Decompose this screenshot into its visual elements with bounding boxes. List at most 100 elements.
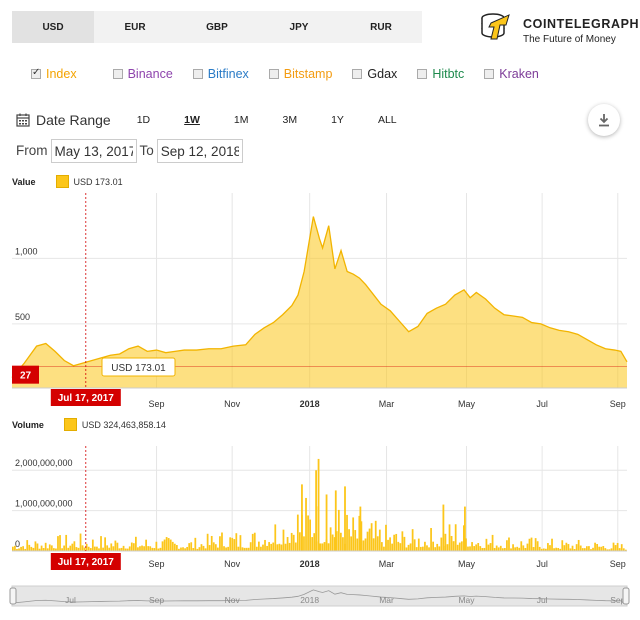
volume-bar	[438, 546, 441, 551]
volume-bar	[128, 546, 131, 551]
exchange-binance[interactable]: Binance	[112, 66, 173, 82]
range-button-1w[interactable]: 1W	[184, 114, 200, 126]
volume-bar	[247, 547, 250, 551]
volume-bar	[26, 540, 29, 551]
kraken-checkbox[interactable]	[484, 69, 495, 79]
logo-tagline: The Future of Money	[523, 34, 616, 45]
value-x-tick-label: 2018	[300, 399, 320, 409]
volume-bar	[299, 532, 301, 551]
bitstamp-checkbox[interactable]	[268, 69, 279, 79]
volume-x-tick-label: 2018	[300, 559, 320, 569]
volume-bar	[198, 547, 201, 551]
volume-bar	[81, 545, 84, 551]
volume-y-tick-label: 0	[15, 539, 20, 549]
volume-legend-value: 324,463,858.14	[103, 419, 166, 430]
volume-bar	[624, 549, 627, 551]
volume-bar	[581, 548, 584, 551]
volume-bar	[573, 549, 576, 551]
volume-bar	[518, 547, 521, 551]
index-checkbox[interactable]	[31, 67, 41, 79]
download-button[interactable]	[588, 104, 620, 136]
volume-bar	[173, 543, 176, 551]
volume-bar	[16, 548, 18, 551]
volume-bar	[278, 543, 281, 551]
volume-bar	[239, 535, 242, 551]
volume-bar	[79, 533, 82, 551]
cointelegraph-logo[interactable]: COINTELEGRAPH The Future of Money	[478, 9, 639, 49]
value-x-tick-label: Mar	[379, 399, 395, 409]
volume-bar	[432, 541, 434, 551]
range-button-all[interactable]: ALL	[377, 114, 397, 126]
from-date-input[interactable]	[50, 138, 137, 163]
range-button-1d[interactable]: 1D	[136, 114, 151, 126]
volume-bar	[397, 541, 400, 551]
volume-bar	[534, 538, 537, 551]
volume-bar	[389, 537, 391, 551]
currency-tab-jpy[interactable]: JPY	[289, 21, 309, 33]
bitfinex-checkbox[interactable]	[192, 69, 203, 79]
exchange-gdax[interactable]: Gdax	[352, 66, 397, 82]
volume-bar	[348, 529, 350, 551]
exchange-bitfinex[interactable]: Bitfinex	[192, 66, 249, 82]
range-button-1y[interactable]: 1Y	[331, 114, 344, 126]
navigator-tick-label: Sep	[610, 595, 625, 605]
range-button-3m[interactable]: 3M	[282, 114, 298, 126]
currency-tab-gbp[interactable]: GBP	[206, 21, 228, 33]
volume-bar	[264, 539, 266, 551]
exchange-bitstamp[interactable]: Bitstamp	[268, 66, 332, 82]
volume-bar	[481, 547, 484, 551]
volume-bar	[202, 545, 205, 551]
currency-tab-usd[interactable]: USD	[12, 11, 94, 43]
currency-tab-eur[interactable]: EUR	[124, 21, 146, 33]
value-x-tick-label: May	[458, 399, 476, 409]
volume-bar	[493, 547, 496, 551]
volume-bar	[618, 548, 621, 551]
volume-bar	[208, 545, 211, 551]
exchange-label: Binance	[127, 67, 173, 81]
gdax-checkbox[interactable]	[352, 69, 363, 79]
volume-bar	[407, 544, 410, 551]
navigator-left-handle[interactable]	[9, 587, 17, 605]
currency-tab-rur[interactable]: RUR	[370, 21, 392, 33]
volume-bar	[575, 544, 578, 551]
volume-bar	[520, 541, 523, 551]
volume-bar	[30, 546, 33, 551]
volume-bar	[20, 546, 22, 551]
volume-bar	[542, 548, 545, 551]
volume-bar	[319, 543, 322, 551]
to-date-input[interactable]	[156, 138, 243, 163]
volume-bar	[67, 547, 70, 551]
volume-spike-bar	[334, 490, 337, 551]
volume-bar	[280, 544, 283, 551]
volume-bar	[401, 531, 404, 551]
volume-y-tick-label: 2,000,000,000	[15, 458, 73, 468]
volume-bar	[249, 542, 252, 551]
volume-bar	[223, 546, 225, 551]
volume-bar	[200, 544, 203, 551]
volume-bar	[487, 544, 490, 551]
hitbtc-checkbox[interactable]	[417, 69, 428, 79]
volume-spike-bar	[464, 506, 466, 551]
volume-bar	[59, 535, 61, 551]
navigator-right-handle[interactable]	[622, 587, 630, 605]
volume-bar	[12, 546, 14, 551]
volume-bar	[333, 537, 336, 551]
volume-bar	[89, 548, 92, 551]
volume-bar	[321, 543, 324, 551]
volume-bar	[149, 546, 152, 551]
range-button-1m[interactable]: 1M	[233, 114, 249, 126]
volume-bar	[83, 547, 86, 551]
exchange-index[interactable]: Index	[31, 66, 77, 82]
volume-bar	[467, 546, 469, 551]
binance-checkbox[interactable]	[112, 69, 123, 79]
volume-bar	[596, 543, 598, 551]
exchange-hitbtc[interactable]: Hitbtc	[417, 66, 464, 82]
volume-bar	[602, 546, 605, 551]
volume-bar	[337, 509, 340, 551]
coin-stack-icon	[481, 13, 510, 40]
volume-bar	[65, 534, 68, 551]
volume-bar	[405, 547, 408, 551]
volume-x-tick-label: Sep	[149, 559, 165, 569]
exchange-kraken[interactable]: Kraken	[484, 66, 539, 82]
